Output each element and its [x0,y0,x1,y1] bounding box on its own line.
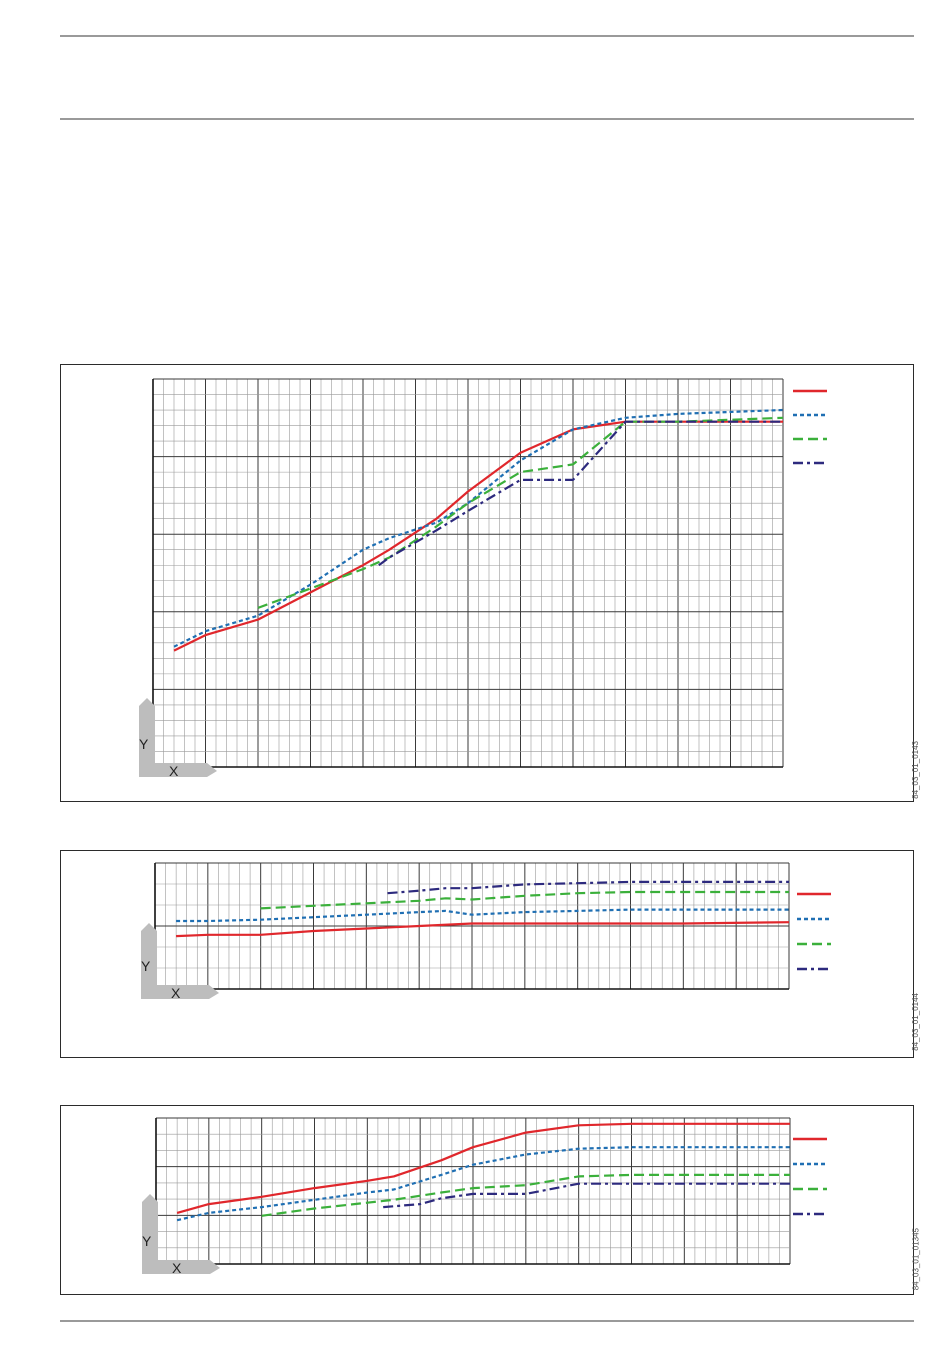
y-axis-letter: Y [141,958,151,974]
chart-3-figure-code: 84_03_01_01345 [911,1228,920,1291]
series-line-3 [261,1173,790,1217]
chart-1-plot: YX [139,378,827,779]
chart-3-plot: YX [142,1117,827,1276]
header-rule-top [60,35,914,37]
header-rule-bottom [60,118,914,120]
series-line-1 [176,921,790,938]
chart-grid [154,862,790,990]
chart-1-figure-code: 84_03_01_0143 [911,741,920,799]
footer-rule [60,1320,914,1322]
y-axis-letter: Y [139,736,149,752]
axis-corner-indicator [139,698,217,777]
series-line-4 [383,1182,790,1209]
axis-corner-indicator [142,1194,220,1274]
chart-2-plot: YX [141,862,831,1001]
series-line-1 [176,1122,790,1214]
series-line-4 [378,420,783,567]
x-axis-letter: X [171,985,181,1001]
x-axis-letter: X [172,1260,182,1276]
x-axis-letter: X [169,763,179,779]
series-line-3 [257,416,784,609]
chart-grid [155,1117,791,1265]
axis-corner-indicator [141,923,219,999]
series-line-3 [260,890,789,910]
chart-2-figure-code: 84_03_01_0144 [911,993,920,1051]
series-line-4 [387,880,789,895]
y-axis-letter: Y [142,1233,152,1249]
chart-grid [152,378,784,768]
series-line-2 [176,1146,790,1222]
series-line-2 [176,908,789,923]
series-line-2 [173,408,784,648]
